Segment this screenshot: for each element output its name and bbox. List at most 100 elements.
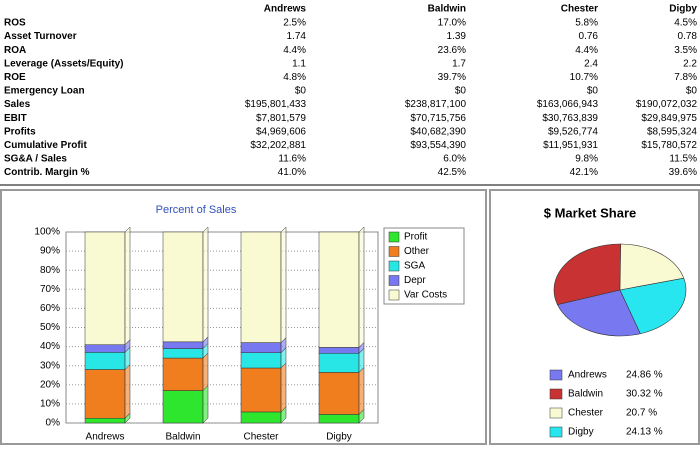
cell: $93,554,390 <box>410 140 466 151</box>
cell: 17.0% <box>438 18 466 29</box>
y-tick-label: 40% <box>40 341 60 352</box>
y-tick-label: 70% <box>40 284 60 295</box>
bar-side <box>358 226 365 348</box>
cell: $70,715,756 <box>410 113 466 124</box>
cell: $195,801,433 <box>245 99 307 110</box>
bar-segment <box>318 372 360 415</box>
cell: 1.1 <box>292 58 306 69</box>
cell: $4,969,606 <box>256 126 306 137</box>
legend-value: 24.86 % <box>626 370 663 381</box>
legend-label: Chester <box>568 408 604 419</box>
legend-swatch <box>388 231 400 243</box>
pie-slice <box>619 277 687 335</box>
bar-segment <box>162 357 204 391</box>
bar-side <box>124 363 131 419</box>
cell: 39.6% <box>669 167 697 178</box>
bar-segment <box>318 347 360 354</box>
legend-label: Var Costs <box>404 290 447 301</box>
bar-segment <box>240 352 282 369</box>
bar-segment <box>84 369 126 419</box>
cell: 4.8% <box>283 72 306 83</box>
pie-slice <box>556 289 641 337</box>
column-header: Digby <box>669 4 697 15</box>
y-tick-label: 50% <box>40 322 60 333</box>
legend-label: Profit <box>404 232 428 243</box>
legend-value: 20.7 % <box>626 408 657 419</box>
cell: $30,763,839 <box>542 113 598 124</box>
legend-swatch <box>388 289 400 301</box>
cell: $0 <box>587 86 599 97</box>
bar-side <box>280 226 287 344</box>
pie-slice <box>553 243 622 305</box>
legend-swatch <box>388 260 400 272</box>
bar-segment <box>318 353 360 373</box>
x-tick-label: Baldwin <box>165 432 200 443</box>
row-label: Cumulative Profit <box>4 140 87 151</box>
row-label: ROA <box>4 45 26 56</box>
y-tick-label: 10% <box>40 399 60 410</box>
bar-segment <box>84 231 126 345</box>
legend-label: Baldwin <box>568 389 603 400</box>
y-tick-label: 0% <box>46 418 61 429</box>
cell: $7,801,579 <box>256 113 306 124</box>
bar-side <box>202 352 209 392</box>
cell: 2.4 <box>584 58 598 69</box>
cell: $0 <box>455 86 467 97</box>
row-label: Sales <box>4 99 31 110</box>
cell: 5.8% <box>575 18 598 29</box>
legend-swatch <box>549 407 563 419</box>
bar-side <box>358 366 365 416</box>
y-tick-label: 20% <box>40 379 60 390</box>
bar-segment <box>84 344 126 353</box>
x-tick-label: Digby <box>326 432 352 443</box>
cell: $32,202,881 <box>250 140 306 151</box>
row-label: Contrib. Margin % <box>4 167 90 178</box>
cell: 0.76 <box>579 31 599 42</box>
x-tick-label: Chester <box>243 432 279 443</box>
bar-title: Percent of Sales <box>156 204 237 216</box>
cell: 1.7 <box>452 58 466 69</box>
column-header: Andrews <box>264 4 307 15</box>
cell: 1.74 <box>287 31 307 42</box>
bar-segment <box>84 352 126 370</box>
bar-segment <box>162 390 204 424</box>
cell: 4.4% <box>283 45 306 56</box>
bar-segment <box>240 367 282 413</box>
y-tick-label: 30% <box>40 360 60 371</box>
row-label: SG&A / Sales <box>4 154 67 165</box>
bar-side <box>124 226 131 346</box>
row-label: Emergency Loan <box>4 86 85 97</box>
cell: 41.0% <box>278 167 306 178</box>
bar-segment <box>84 417 126 424</box>
cell: 4.5% <box>674 18 697 29</box>
legend-label: SGA <box>404 261 425 272</box>
cell: 10.7% <box>570 72 598 83</box>
cell: $163,066,943 <box>537 99 599 110</box>
cell: 6.0% <box>443 154 466 165</box>
y-tick-label: 60% <box>40 303 60 314</box>
bar-segment <box>240 411 282 424</box>
row-label: Leverage (Assets/Equity) <box>4 58 124 69</box>
row-label: ROE <box>4 72 26 83</box>
cell: $15,780,572 <box>641 140 697 151</box>
legend-swatch <box>549 388 563 400</box>
cell: $0 <box>686 86 698 97</box>
cell: 42.5% <box>438 167 466 178</box>
row-label: Profits <box>4 126 36 137</box>
cell: $40,682,390 <box>410 126 466 137</box>
x-tick-label: Andrews <box>86 432 125 443</box>
bar-segment <box>318 231 360 348</box>
cell: 2.2 <box>683 58 697 69</box>
cell: 3.5% <box>674 45 697 56</box>
bar-segment <box>318 414 360 424</box>
bar-segment <box>240 231 282 343</box>
bar-side <box>202 226 209 343</box>
bar-segment <box>162 341 204 349</box>
pie-slice <box>619 243 685 291</box>
legend-label: Depr <box>404 275 426 286</box>
y-tick-label: 80% <box>40 265 60 276</box>
cell: 39.7% <box>438 72 466 83</box>
y-tick-label: 100% <box>34 227 60 238</box>
column-header: Chester <box>561 4 598 15</box>
